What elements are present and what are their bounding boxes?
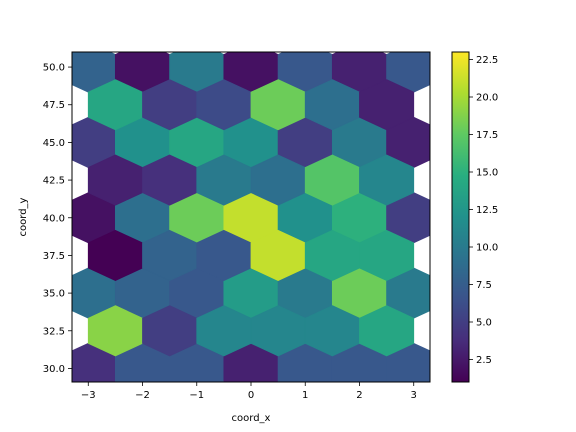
x-tick-label: 1	[302, 390, 308, 401]
hexbin-cell	[359, 154, 415, 206]
x-tick-label: −2	[135, 390, 150, 401]
hexbin-cell	[359, 305, 415, 357]
colorbar: 2.5 5.0 7.5 10.0 12.5 15.0 17.5 20.0 22.5	[451, 51, 498, 383]
y-axis-label: coord_y	[18, 197, 29, 236]
y-tick-label: 40.0	[43, 213, 65, 224]
y-tick-label: 47.5	[43, 100, 65, 111]
y-tick-label: 35.0	[43, 289, 65, 300]
y-tick-label: 45.0	[43, 138, 65, 149]
y-tick-label: 32.5	[43, 326, 65, 337]
x-tick-label: −1	[189, 390, 204, 401]
colorbar-tick-label: 22.5	[476, 55, 498, 66]
x-tick-label: 2	[356, 390, 362, 401]
colorbar-tick-label: 20.0	[476, 93, 498, 104]
colorbar-gradient	[452, 52, 469, 382]
colorbar-tick-label: 7.5	[476, 280, 492, 291]
colorbar-tick-label: 17.5	[476, 130, 498, 141]
y-tick-label: 37.5	[43, 251, 65, 262]
hexbin-cells	[72, 52, 430, 382]
x-tick-label: −3	[81, 390, 96, 401]
x-tick-label: 0	[248, 390, 254, 401]
colorbar-tick-label: 2.5	[476, 355, 492, 366]
y-tick-label: 42.5	[43, 176, 65, 187]
colorbar-tick-label: 12.5	[476, 205, 498, 216]
colorbar-tick-label: 5.0	[476, 318, 492, 329]
colorbar-frame	[451, 51, 470, 383]
hexbin-cell	[359, 229, 415, 281]
colorbar-tick-label: 10.0	[476, 243, 498, 254]
x-axis: −3 −2 −1 0 1 2 3	[81, 382, 417, 401]
y-axis: 30.0 32.5 35.0 37.5 40.0 42.5 45.0 47.5 50.0	[43, 63, 72, 375]
x-tick-label: 3	[411, 390, 417, 401]
x-axis-label: coord_x	[232, 413, 271, 424]
y-tick-label: 30.0	[43, 364, 65, 375]
colorbar-tick-label: 15.0	[476, 168, 498, 179]
hexbin-cell	[359, 79, 415, 131]
colorbar-ticks: 2.5 5.0 7.5 10.0 12.5 15.0 17.5 20.0 22.5	[469, 55, 498, 366]
y-tick-label: 50.0	[43, 63, 65, 74]
